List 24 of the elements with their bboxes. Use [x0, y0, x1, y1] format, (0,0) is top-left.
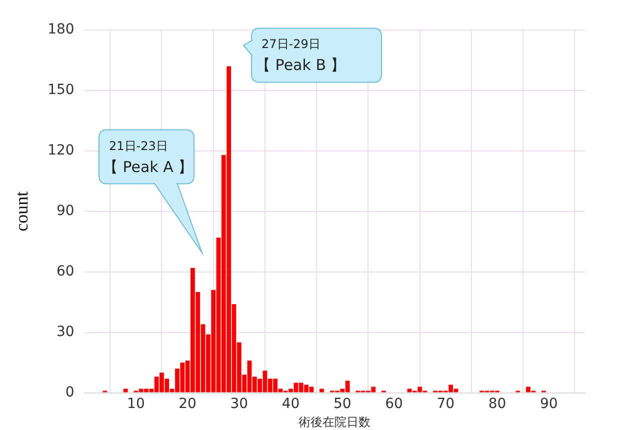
y-tick-label: 150	[48, 82, 74, 98]
y-axis-title: count	[12, 191, 32, 232]
x-tick-label: 20	[178, 396, 196, 412]
annotation: 【 Peak A 】	[102, 158, 194, 176]
annotation: 21日-23日	[108, 138, 168, 153]
annotation: 27日-29日	[262, 37, 320, 52]
x-tick-label: 70	[436, 396, 455, 412]
y-tick-label: 0	[65, 384, 74, 400]
bar	[320, 388, 324, 392]
y-tick-label: 60	[56, 264, 74, 280]
y-tick-label: 30	[56, 324, 74, 340]
x-tick-label: 80	[488, 396, 506, 412]
x-tick-label: 90	[540, 396, 558, 412]
x-tick-label: 30	[230, 396, 248, 412]
x-tick-label: 40	[282, 396, 300, 412]
y-tick-label: 90	[56, 203, 74, 220]
y-tick-label: 120	[48, 142, 74, 159]
annotation: 【 Peak B 】	[256, 56, 346, 74]
x-tick-label: 10	[127, 396, 145, 412]
x-tick-label: 50	[333, 396, 352, 412]
x-axis-title: 術後在院日数	[298, 414, 371, 429]
y-tick-label: 180	[48, 22, 74, 38]
bar	[123, 388, 128, 392]
x-tick-label: 60	[385, 396, 403, 412]
